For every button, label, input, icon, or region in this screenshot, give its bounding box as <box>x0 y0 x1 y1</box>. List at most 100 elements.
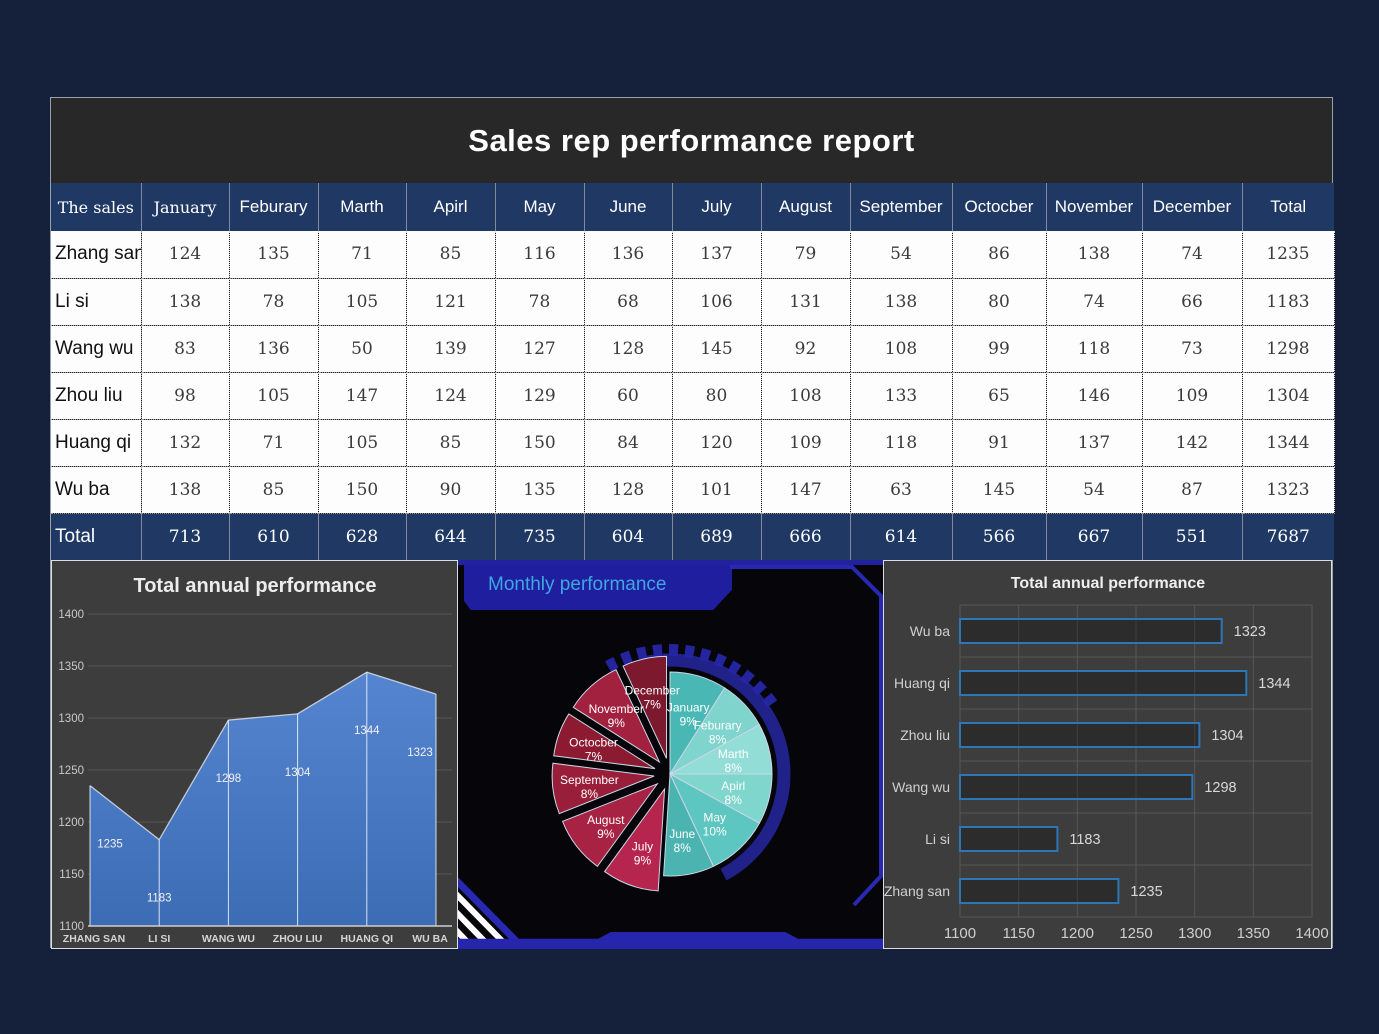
sales-value-cell: 138 <box>1046 231 1143 279</box>
svg-text:1300: 1300 <box>1178 925 1211 942</box>
total-value-cell: 735 <box>494 513 584 560</box>
sales-value-cell: 105 <box>318 419 407 467</box>
svg-text:1323: 1323 <box>1234 624 1266 640</box>
column-header-feburary: Feburary <box>228 183 318 231</box>
svg-text:1298: 1298 <box>216 773 242 785</box>
svg-text:1100: 1100 <box>944 925 976 942</box>
svg-text:WU BA: WU BA <box>412 933 448 945</box>
svg-text:1344: 1344 <box>354 725 380 737</box>
report-container: Sales rep performance report The sales Ja… <box>50 97 1335 949</box>
table-row: Huang qi 132 71 105 85 150 84 120 109 118 91 137 142… <box>51 419 1335 467</box>
bar-series: Wu ba 1323 Huang qi 1344 Zhou liu 1304 Wang wu… <box>884 618 1291 904</box>
sales-value-cell: 1304 <box>1242 372 1335 420</box>
bar-chart-panel: Total annual performance Wu ba 1323 Huang q… <box>883 560 1332 949</box>
svg-text:1298: 1298 <box>1204 780 1236 796</box>
sales-value-cell: 132 <box>141 419 230 467</box>
svg-text:1304: 1304 <box>1211 728 1243 744</box>
sales-value-cell: 74 <box>1046 278 1143 326</box>
svg-text:Zhou liu: Zhou liu <box>900 727 950 743</box>
svg-text:1400: 1400 <box>1295 925 1328 942</box>
total-value-cell: 713 <box>140 513 229 560</box>
sales-value-cell: 85 <box>406 231 496 279</box>
svg-text:8%: 8% <box>674 841 692 855</box>
svg-text:WANG WU: WANG WU <box>202 933 255 945</box>
svg-text:1350: 1350 <box>1237 925 1270 942</box>
svg-text:9%: 9% <box>597 827 615 841</box>
area-x-axis-labels: ZHANG SAN LI SI WANG WU ZHOU LIU HUANG QI WU … <box>63 933 448 945</box>
table-row: Li si 138 78 105 121 78 68 106 131 138 80 74 66 1183 <box>51 278 1335 326</box>
sales-rep-name: Wu ba <box>51 466 142 514</box>
column-header-total: Total <box>1241 183 1334 231</box>
sales-value-cell: 116 <box>495 231 585 279</box>
sales-value-cell: 139 <box>406 325 496 373</box>
sales-value-cell: 98 <box>141 372 230 420</box>
sales-rep-name: Zhou liu <box>51 372 142 420</box>
sales-value-cell: 120 <box>672 419 762 467</box>
sales-value-cell: 92 <box>761 325 851 373</box>
charts-row: Total annual performance 1100 1150 1200 1250… <box>51 560 1332 949</box>
report-title-bar: Sales rep performance report <box>51 98 1332 183</box>
sales-value-cell: 108 <box>761 372 851 420</box>
total-row-label: Total <box>55 525 96 547</box>
sales-value-cell: 124 <box>406 372 496 420</box>
sales-value-cell: 128 <box>584 466 673 514</box>
svg-text:LI SI: LI SI <box>148 933 170 945</box>
svg-text:HUANG QI: HUANG QI <box>341 933 394 945</box>
column-header-marth: Marth <box>317 183 406 231</box>
sales-rep-name: Zhang san <box>51 231 142 279</box>
sales-value-cell: 83 <box>141 325 230 373</box>
sales-value-cell: 108 <box>850 325 953 373</box>
sales-value-cell: 78 <box>495 278 585 326</box>
area-chart-title: Total annual performance <box>133 575 376 597</box>
sales-value-cell: 124 <box>141 231 230 279</box>
sales-table: The sales January Feburary Marth Apirl May Jun… <box>51 183 1335 560</box>
svg-text:1150: 1150 <box>1003 925 1035 942</box>
svg-text:Li si: Li si <box>925 831 950 847</box>
sales-value-cell: 1183 <box>1242 278 1335 326</box>
svg-text:Octocber: Octocber <box>569 735 618 749</box>
sales-value-cell: 109 <box>1142 372 1243 420</box>
sales-value-cell: 145 <box>672 325 762 373</box>
sales-value-cell: 66 <box>1142 278 1243 326</box>
pie-glow-ring <box>644 653 791 881</box>
sales-value-cell: 121 <box>406 278 496 326</box>
bar-gridlines <box>959 604 1313 918</box>
svg-text:Marth: Marth <box>718 747 749 761</box>
sales-value-cell: 73 <box>1142 325 1243 373</box>
sales-value-cell: 145 <box>952 466 1047 514</box>
sales-value-cell: 135 <box>229 231 319 279</box>
sales-value-cell: 147 <box>318 372 407 420</box>
sales-value-cell: 74 <box>1142 231 1243 279</box>
svg-text:July: July <box>632 839 653 853</box>
total-value-cell: 628 <box>317 513 406 560</box>
column-header-july: July <box>671 183 761 231</box>
sales-value-cell: 138 <box>141 466 230 514</box>
total-value-cell: 7687 <box>1241 513 1334 560</box>
svg-text:9%: 9% <box>680 714 698 728</box>
total-value-cell: 666 <box>760 513 850 560</box>
svg-text:1150: 1150 <box>59 869 84 881</box>
svg-text:Apirl: Apirl <box>721 779 745 793</box>
sales-value-cell: 86 <box>952 231 1047 279</box>
sales-rep-name: Huang qi <box>51 419 142 467</box>
sales-value-cell: 105 <box>229 372 319 420</box>
sales-value-cell: 68 <box>584 278 673 326</box>
svg-text:1235: 1235 <box>97 839 123 851</box>
sales-value-cell: 87 <box>1142 466 1243 514</box>
sales-value-cell: 71 <box>318 231 407 279</box>
table-row: Zhang san 124 135 71 85 116 136 137 79 54 86 138 74 1… <box>51 231 1335 279</box>
column-header-november: November <box>1045 183 1142 231</box>
svg-text:Huang qi: Huang qi <box>894 675 950 691</box>
column-header-octocber: Octocber <box>951 183 1046 231</box>
sales-rep-name: Li si <box>51 278 142 326</box>
sales-value-cell: 84 <box>584 419 673 467</box>
svg-text:August: August <box>587 813 625 827</box>
sales-value-cell: 129 <box>495 372 585 420</box>
sales-value-cell: 71 <box>229 419 319 467</box>
svg-text:8%: 8% <box>581 787 599 801</box>
pie-chart-panel: Monthly performance January 9% Feburary 8% M… <box>458 560 883 949</box>
column-header-august: August <box>760 183 850 231</box>
svg-text:1300: 1300 <box>58 713 84 725</box>
sales-value-cell: 146 <box>1046 372 1143 420</box>
